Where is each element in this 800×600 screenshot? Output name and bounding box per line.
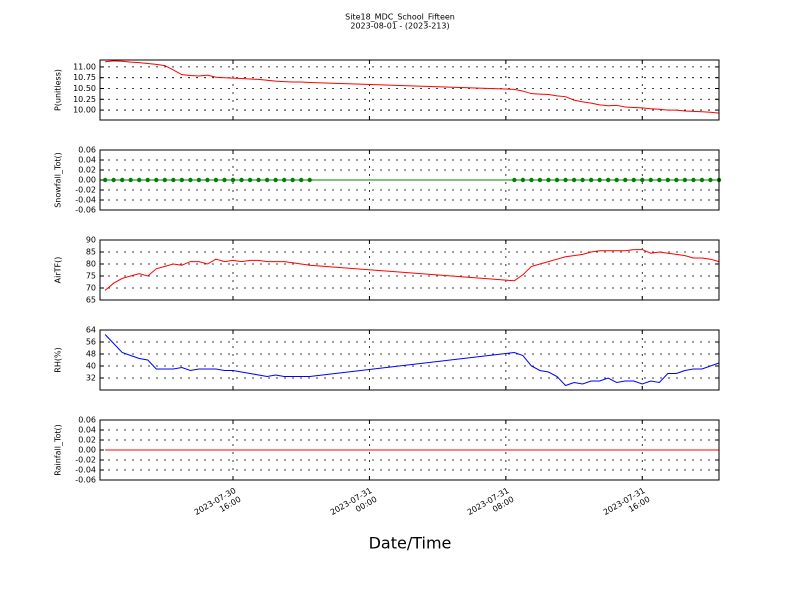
data-point xyxy=(657,177,662,183)
data-point xyxy=(614,177,619,183)
y-tick-label: 90 xyxy=(86,236,96,245)
data-point xyxy=(648,177,653,183)
y-tick-label: 0.02 xyxy=(78,436,96,445)
plot-frame xyxy=(99,239,720,301)
data-point xyxy=(290,177,295,183)
y-axis-label: RH(%) xyxy=(54,347,63,372)
y-tick-label: -0.04 xyxy=(75,196,96,205)
data-point xyxy=(708,177,713,183)
data-point xyxy=(682,177,688,183)
y-tick-label: 32 xyxy=(86,374,96,383)
data-point xyxy=(631,177,636,183)
y-axis-label: P(unitless) xyxy=(54,69,63,111)
data-point xyxy=(674,177,679,183)
data-point xyxy=(665,177,671,183)
data-point xyxy=(546,177,551,183)
data-point xyxy=(205,177,210,183)
plot-frame xyxy=(99,419,720,481)
chart-title: Site18_MDC_School_Fifteen xyxy=(345,13,455,22)
data-point xyxy=(512,177,517,183)
data-point xyxy=(605,177,611,183)
data-point xyxy=(162,177,167,183)
y-tick-label: 11.00 xyxy=(73,62,96,71)
data-point xyxy=(264,177,270,183)
data-point xyxy=(281,177,287,183)
data-point xyxy=(640,177,645,183)
data-point xyxy=(520,177,526,183)
data-point xyxy=(128,177,133,183)
y-tick-label: 0.06 xyxy=(78,416,96,425)
data-point xyxy=(145,177,150,183)
plot-frame xyxy=(99,149,720,211)
y-tick-label: 64 xyxy=(86,326,96,335)
data-point xyxy=(554,177,560,183)
y-tick-label: 0.04 xyxy=(78,426,96,435)
data-point xyxy=(571,177,577,183)
y-tick-label: 0.02 xyxy=(78,166,96,175)
data-point xyxy=(213,177,219,183)
y-tick-label: 10.25 xyxy=(73,95,96,104)
y-tick-label: 40 xyxy=(86,362,96,371)
y-tick-label: 0.04 xyxy=(78,156,96,165)
data-line xyxy=(104,334,720,387)
y-tick-label: 10.00 xyxy=(73,106,96,115)
y-tick-label: 56 xyxy=(86,338,96,347)
data-line xyxy=(105,60,720,114)
data-point xyxy=(179,177,185,183)
plot-frame xyxy=(99,329,720,391)
chart-subtitle: 2023-08-01 - (2023-213) xyxy=(350,22,449,31)
data-point xyxy=(247,177,253,183)
data-point xyxy=(699,177,705,183)
data-point xyxy=(691,177,696,183)
y-tick-label: 0.06 xyxy=(78,146,96,155)
data-point xyxy=(563,177,568,183)
data-point xyxy=(111,177,116,183)
x-axis-label: Date/Time xyxy=(369,534,452,553)
y-tick-label: 75 xyxy=(86,272,96,281)
data-line xyxy=(104,249,720,291)
y-tick-label: -0.02 xyxy=(75,456,96,465)
y-tick-label: -0.04 xyxy=(75,466,96,475)
y-axis-label: Snowfall_Tot() xyxy=(54,152,63,208)
data-point xyxy=(256,177,261,183)
data-point xyxy=(188,177,193,183)
y-tick-label: 0.00 xyxy=(78,176,96,185)
data-point xyxy=(171,177,176,183)
y-tick-label: 80 xyxy=(86,260,96,269)
y-tick-label: 85 xyxy=(86,248,96,257)
plot-frame xyxy=(99,59,720,121)
data-point xyxy=(273,177,278,183)
data-point xyxy=(137,177,142,183)
data-point xyxy=(154,177,159,183)
data-point xyxy=(299,177,304,183)
y-axis-label: AirTF() xyxy=(54,257,63,284)
data-point xyxy=(588,177,594,183)
data-point xyxy=(119,177,125,183)
y-tick-label: 70 xyxy=(86,284,96,293)
data-point xyxy=(230,177,236,183)
data-point xyxy=(307,177,312,183)
data-point xyxy=(239,177,244,183)
data-point xyxy=(623,177,628,183)
data-point xyxy=(102,177,108,183)
y-tick-label: 0.00 xyxy=(78,446,96,455)
data-point xyxy=(597,177,602,183)
y-tick-label: -0.02 xyxy=(75,186,96,195)
y-tick-label: -0.06 xyxy=(75,476,96,485)
y-tick-label: 65 xyxy=(86,296,96,305)
y-tick-label: -0.06 xyxy=(75,206,96,215)
y-tick-label: 10.75 xyxy=(73,73,96,82)
y-axis-label: Rainfall_Tot() xyxy=(54,424,63,476)
data-point xyxy=(580,177,585,183)
data-point xyxy=(222,177,227,183)
y-tick-label: 10.50 xyxy=(73,84,96,93)
data-point xyxy=(537,177,543,183)
data-point xyxy=(196,177,202,183)
data-point xyxy=(529,177,534,183)
y-tick-label: 48 xyxy=(86,350,96,359)
